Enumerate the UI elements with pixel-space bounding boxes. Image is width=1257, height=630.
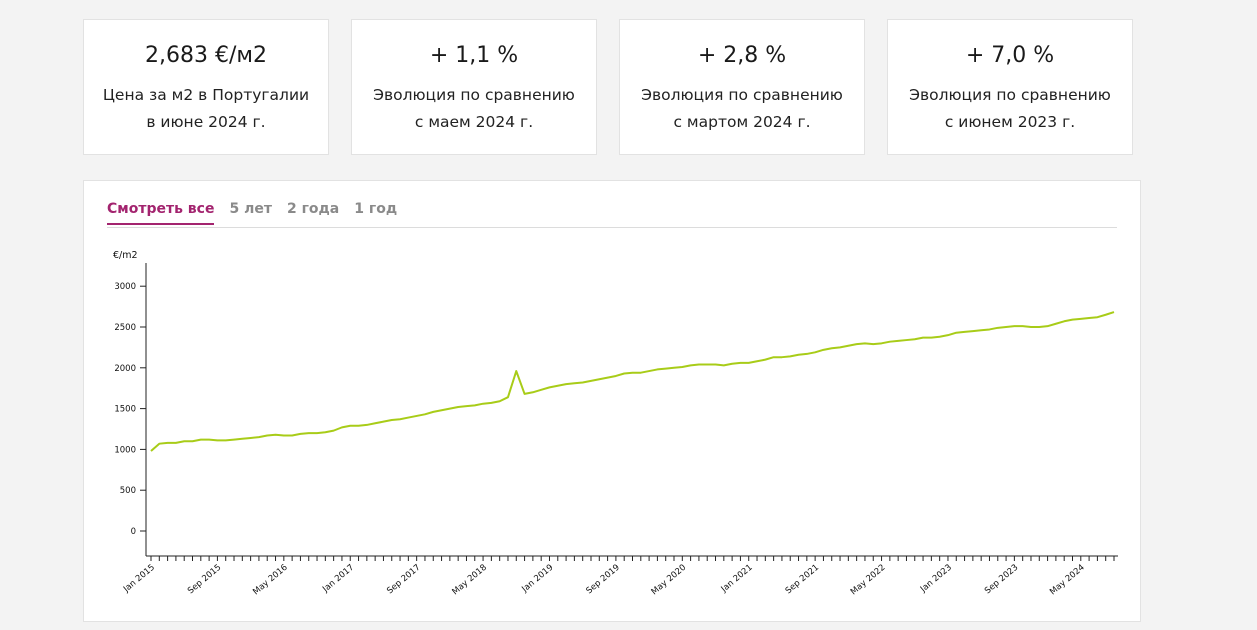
x-tick-label: Sep 2019 [584,563,621,597]
stat-description-line: с маем 2024 г. [414,113,534,131]
x-tick-label: May 2016 [251,563,290,598]
stats-cards: 2,683 €/м2 Цена за м2 в Португалии в июн… [83,19,1133,155]
stat-description: Эволюция по сравнению с маем 2024 г. [359,82,589,136]
stat-description-line: с мартом 2024 г. [673,113,811,131]
y-tick-label: 2500 [114,323,136,333]
x-tick-label: Sep 2021 [784,563,821,597]
x-tick-label: Jan 2015 [121,563,157,595]
tab-all[interactable]: Смотреть все [107,201,215,225]
tab-5-years[interactable]: 5 лет [229,201,272,217]
chart-panel: Смотреть все 5 лет 2 года 1 год €/m2 0 500… [83,180,1141,622]
stat-value: + 7,0 % [965,43,1055,68]
y-tick-label: 2000 [114,364,136,374]
x-tick-label: Jan 2019 [520,563,556,595]
stat-value: + 2,8 % [697,43,787,68]
stat-description-line: Эволюция по сравнению [373,86,575,104]
x-tick-label: May 2024 [1048,563,1087,598]
x-tick-label: May 2018 [450,563,489,598]
y-tick-label: 1000 [114,445,136,455]
stat-description: Эволюция по сравнению с мартом 2024 г. [627,82,857,136]
stat-card-month: + 1,1 % Эволюция по сравнению с маем 202… [351,19,597,155]
y-tick-label: 0 [131,527,136,537]
period-tabs: Смотреть все 5 лет 2 года 1 год [107,201,1117,228]
x-tick-label: Jan 2021 [719,563,755,595]
stat-description-line: в июне 2024 г. [146,113,266,131]
y-axis-unit-label: €/m2 [113,250,138,261]
stat-description: Эволюция по сравнению с июнем 2023 г. [895,82,1125,136]
stat-value: + 1,1 % [429,43,519,68]
price-line-chart: €/m2 0 500 1000 1500 2000 2500 3000 Jan 2015 Sep … [113,250,1118,598]
stat-description-line: с июнем 2023 г. [944,113,1076,131]
x-tick-label: May 2020 [650,563,689,598]
stat-description: Цена за м2 в Португалии в июне 2024 г. [91,82,321,136]
price-series-line [150,311,1115,452]
tab-1-year[interactable]: 1 год [354,201,398,217]
stat-card-quarter: + 2,8 % Эволюция по сравнению с мартом 2… [619,19,865,155]
stat-card-year: + 7,0 % Эволюция по сравнению с июнем 20… [887,19,1133,155]
x-tick-label: May 2022 [849,563,888,598]
stat-value: 2,683 €/м2 [145,43,267,68]
x-tick-label: Jan 2023 [918,563,954,595]
stat-description-line: Эволюция по сравнению [641,86,843,104]
x-tick-label: Sep 2023 [983,563,1020,597]
stat-card-price: 2,683 €/м2 Цена за м2 в Португалии в июн… [83,19,329,155]
y-tick-label: 500 [120,486,136,496]
x-tick-label: Jan 2017 [320,563,356,595]
x-tick-label: Sep 2015 [186,563,223,597]
y-tick-label: 1500 [114,405,136,415]
x-tick-label: Sep 2017 [385,563,422,597]
stat-description-line: Эволюция по сравнению [909,86,1111,104]
stat-description-line: Цена за м2 в Португалии [102,86,310,104]
y-tick-label: 3000 [114,282,136,292]
tab-2-years[interactable]: 2 года [286,201,340,217]
